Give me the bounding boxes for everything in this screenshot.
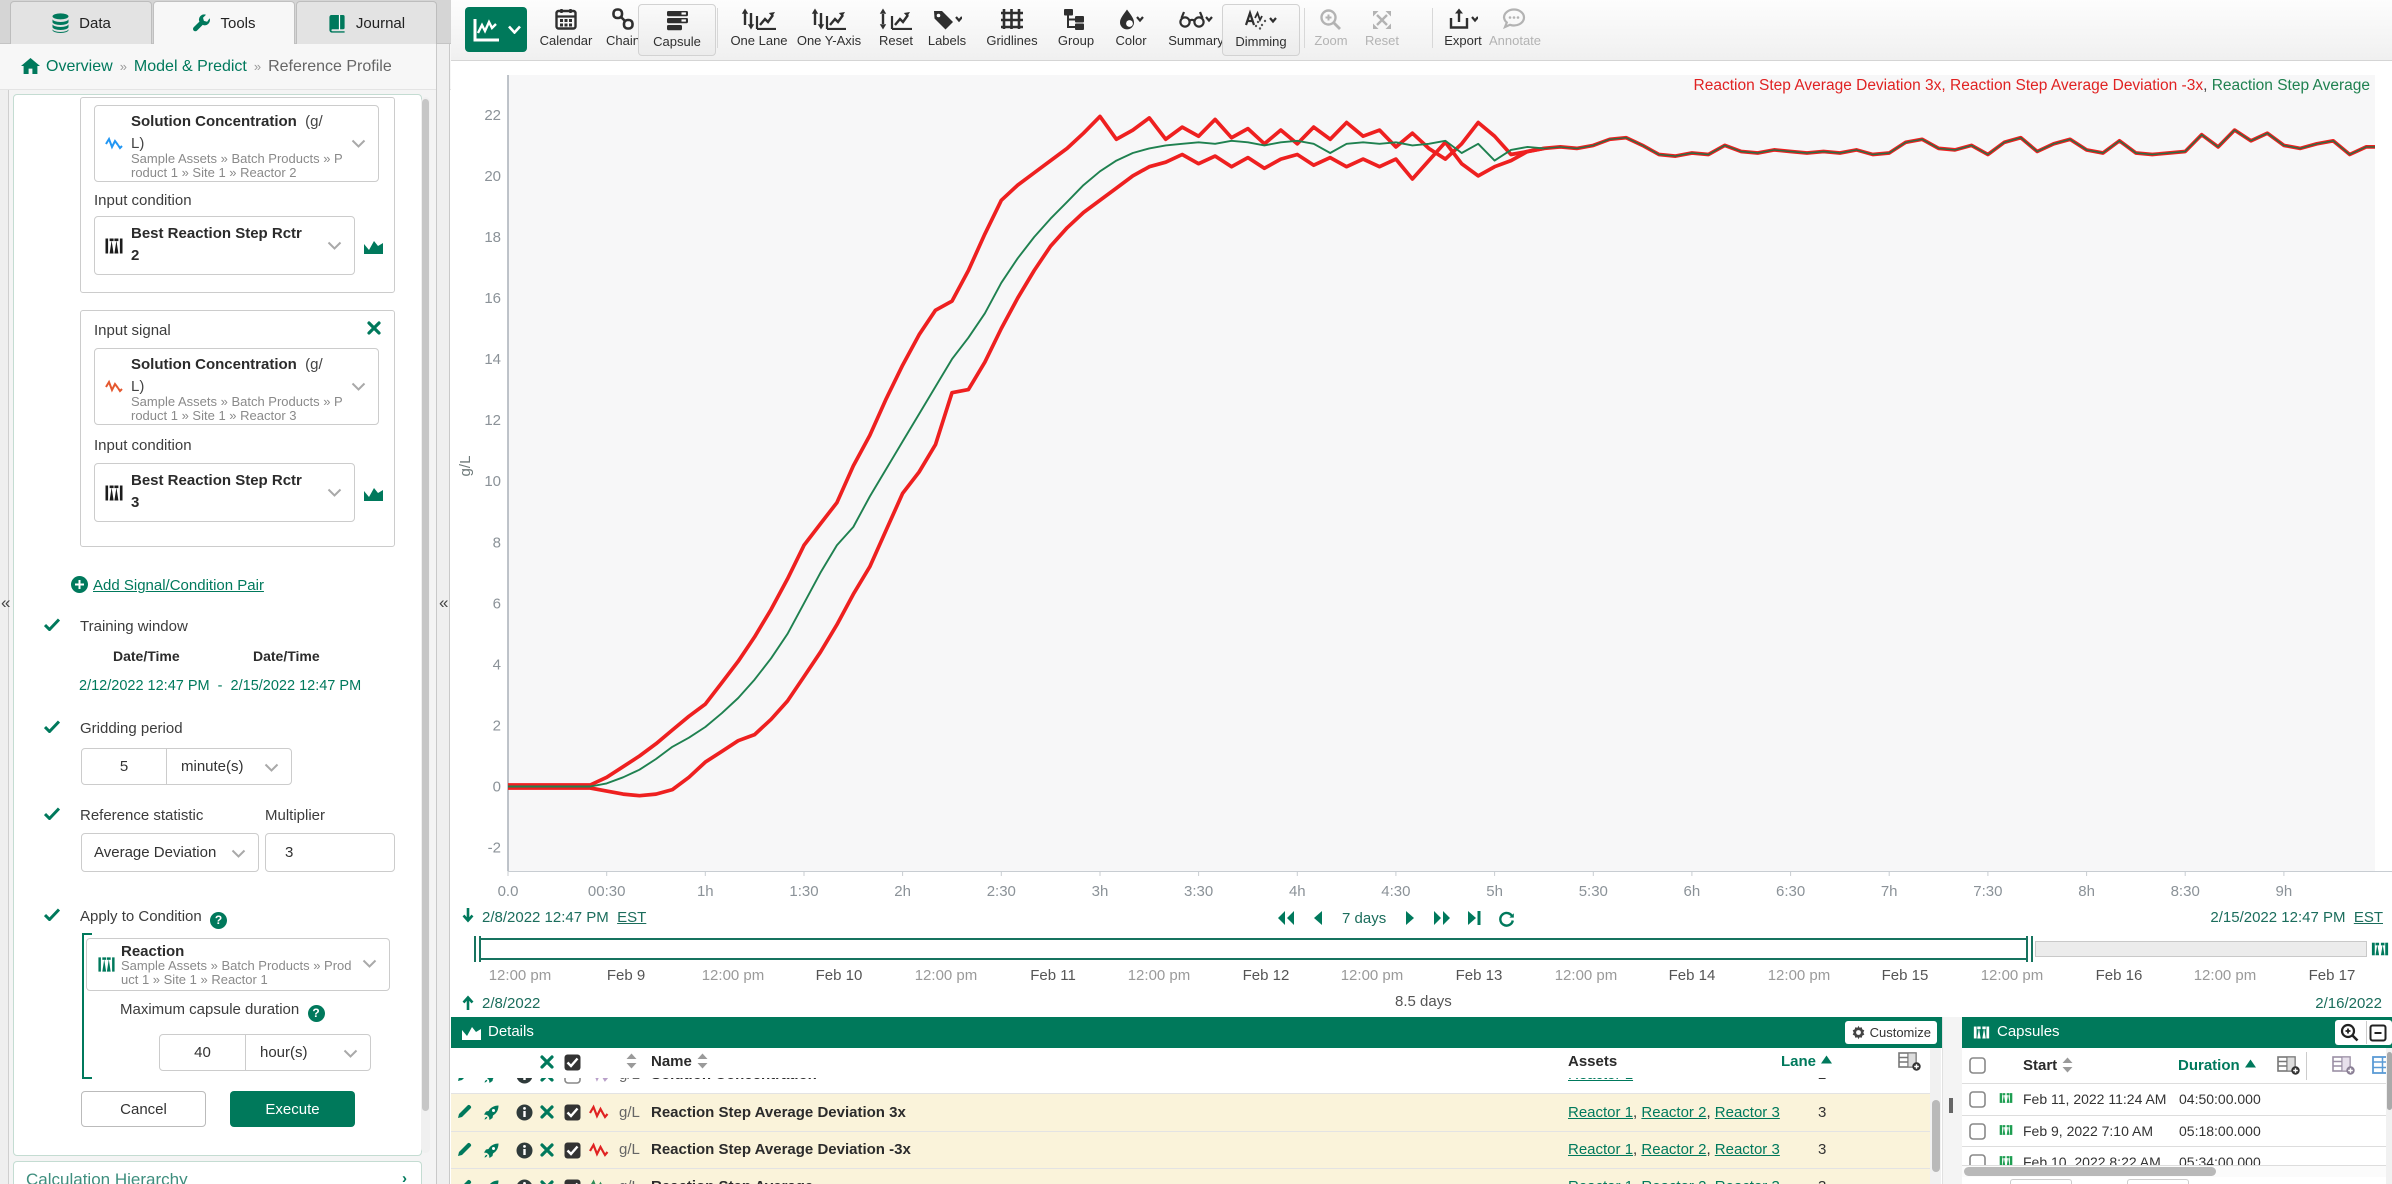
svg-text:2h: 2h: [894, 883, 911, 900]
svg-text:7:30: 7:30: [1973, 883, 2002, 900]
svg-text:5:30: 5:30: [1579, 883, 1608, 900]
svg-text:4:30: 4:30: [1381, 883, 1410, 900]
svg-text:22: 22: [484, 107, 501, 124]
svg-text:6h: 6h: [1684, 883, 1701, 900]
svg-text:12: 12: [484, 412, 501, 429]
svg-text:1h: 1h: [697, 883, 714, 900]
svg-text:7h: 7h: [1881, 883, 1898, 900]
svg-text:0: 0: [493, 779, 501, 796]
svg-text:8: 8: [493, 534, 501, 551]
svg-text:18: 18: [484, 229, 501, 246]
svg-text:g/L: g/L: [457, 456, 474, 477]
svg-text:16: 16: [484, 290, 501, 307]
svg-text:-2: -2: [488, 840, 501, 857]
svg-text:4: 4: [493, 656, 501, 673]
svg-text:20: 20: [484, 168, 501, 185]
svg-text:6: 6: [493, 595, 501, 612]
svg-text:3h: 3h: [1092, 883, 1109, 900]
svg-text:5h: 5h: [1486, 883, 1503, 900]
svg-text:6:30: 6:30: [1776, 883, 1805, 900]
svg-text:9h: 9h: [2276, 883, 2293, 900]
svg-text:8:30: 8:30: [2171, 883, 2200, 900]
svg-text:0.0: 0.0: [498, 883, 519, 900]
svg-text:00:30: 00:30: [588, 883, 626, 900]
svg-text:2: 2: [493, 717, 501, 734]
svg-text:Reaction Step Average Deviatio: Reaction Step Average Deviation 3x, Reac…: [1694, 77, 2370, 94]
svg-text:3:30: 3:30: [1184, 883, 1213, 900]
svg-text:2:30: 2:30: [987, 883, 1016, 900]
svg-text:14: 14: [484, 351, 501, 368]
svg-text:8h: 8h: [2078, 883, 2095, 900]
svg-text:1:30: 1:30: [789, 883, 818, 900]
svg-text:4h: 4h: [1289, 883, 1306, 900]
svg-text:10: 10: [484, 473, 501, 490]
